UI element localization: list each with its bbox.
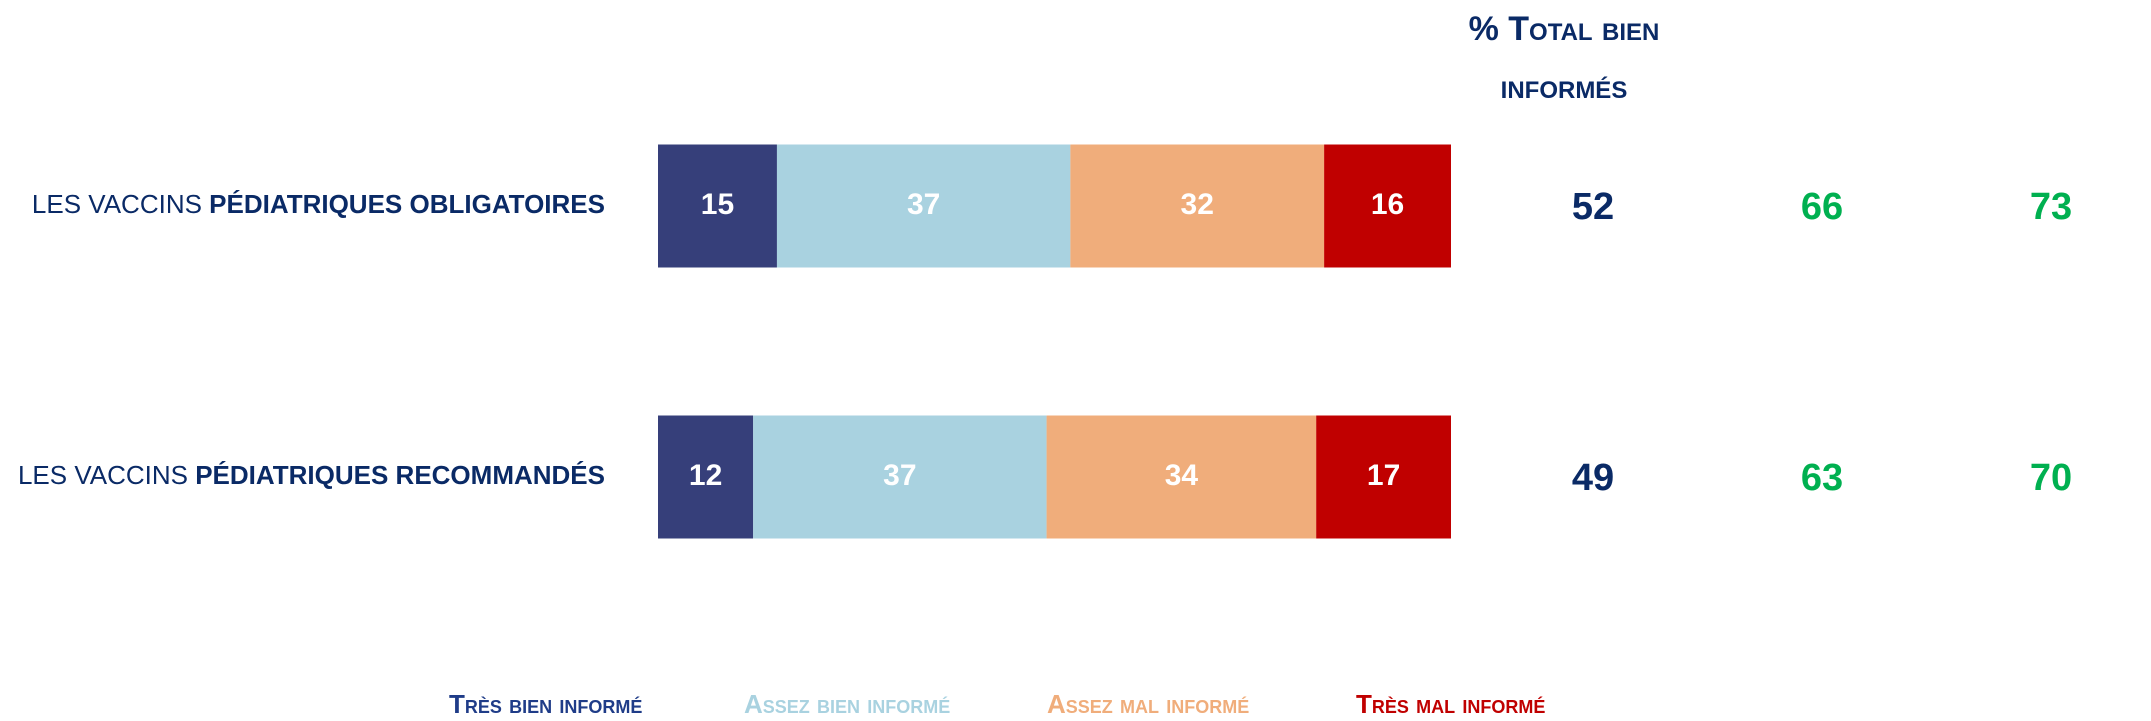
legend-entry: Très bien informé — [449, 689, 642, 719]
data-label: 34 — [1165, 459, 1199, 492]
legend-entry: Très mal informé — [1356, 689, 1545, 719]
data-label: 12 — [689, 459, 722, 492]
column-value: 63 — [1801, 457, 1843, 499]
column-value: 52 — [1572, 186, 1614, 228]
data-label: 15 — [701, 188, 734, 221]
category-label: LES VACCINS PÉDIATRIQUES OBLIGATOIRES — [32, 189, 605, 219]
bar-segment — [753, 415, 1047, 539]
data-label: 16 — [1371, 188, 1404, 221]
column-value: 49 — [1572, 457, 1614, 499]
data-label: 37 — [907, 188, 940, 221]
column-value: 66 — [1801, 186, 1843, 228]
data-label: 17 — [1367, 459, 1400, 492]
column-header: % Total bien informés — [1468, 10, 1660, 106]
bar-segment — [1070, 144, 1325, 268]
data-label: 37 — [883, 459, 916, 492]
bar-segment — [1046, 415, 1317, 539]
bar-segment — [1324, 144, 1451, 268]
legend-entry: Assez mal informé — [1047, 689, 1249, 719]
column-value: 73 — [2030, 186, 2072, 228]
legend-entry: Assez bien informé — [744, 689, 950, 719]
bar-segment — [658, 144, 777, 268]
bar-segment — [1316, 415, 1451, 539]
bar-segment — [658, 415, 754, 539]
data-label: 32 — [1181, 188, 1214, 221]
bar-segment — [776, 144, 1071, 268]
category-label: LES VACCINS PÉDIATRIQUES RECOMMANDÉS — [18, 460, 605, 490]
column-value: 70 — [2030, 457, 2072, 499]
